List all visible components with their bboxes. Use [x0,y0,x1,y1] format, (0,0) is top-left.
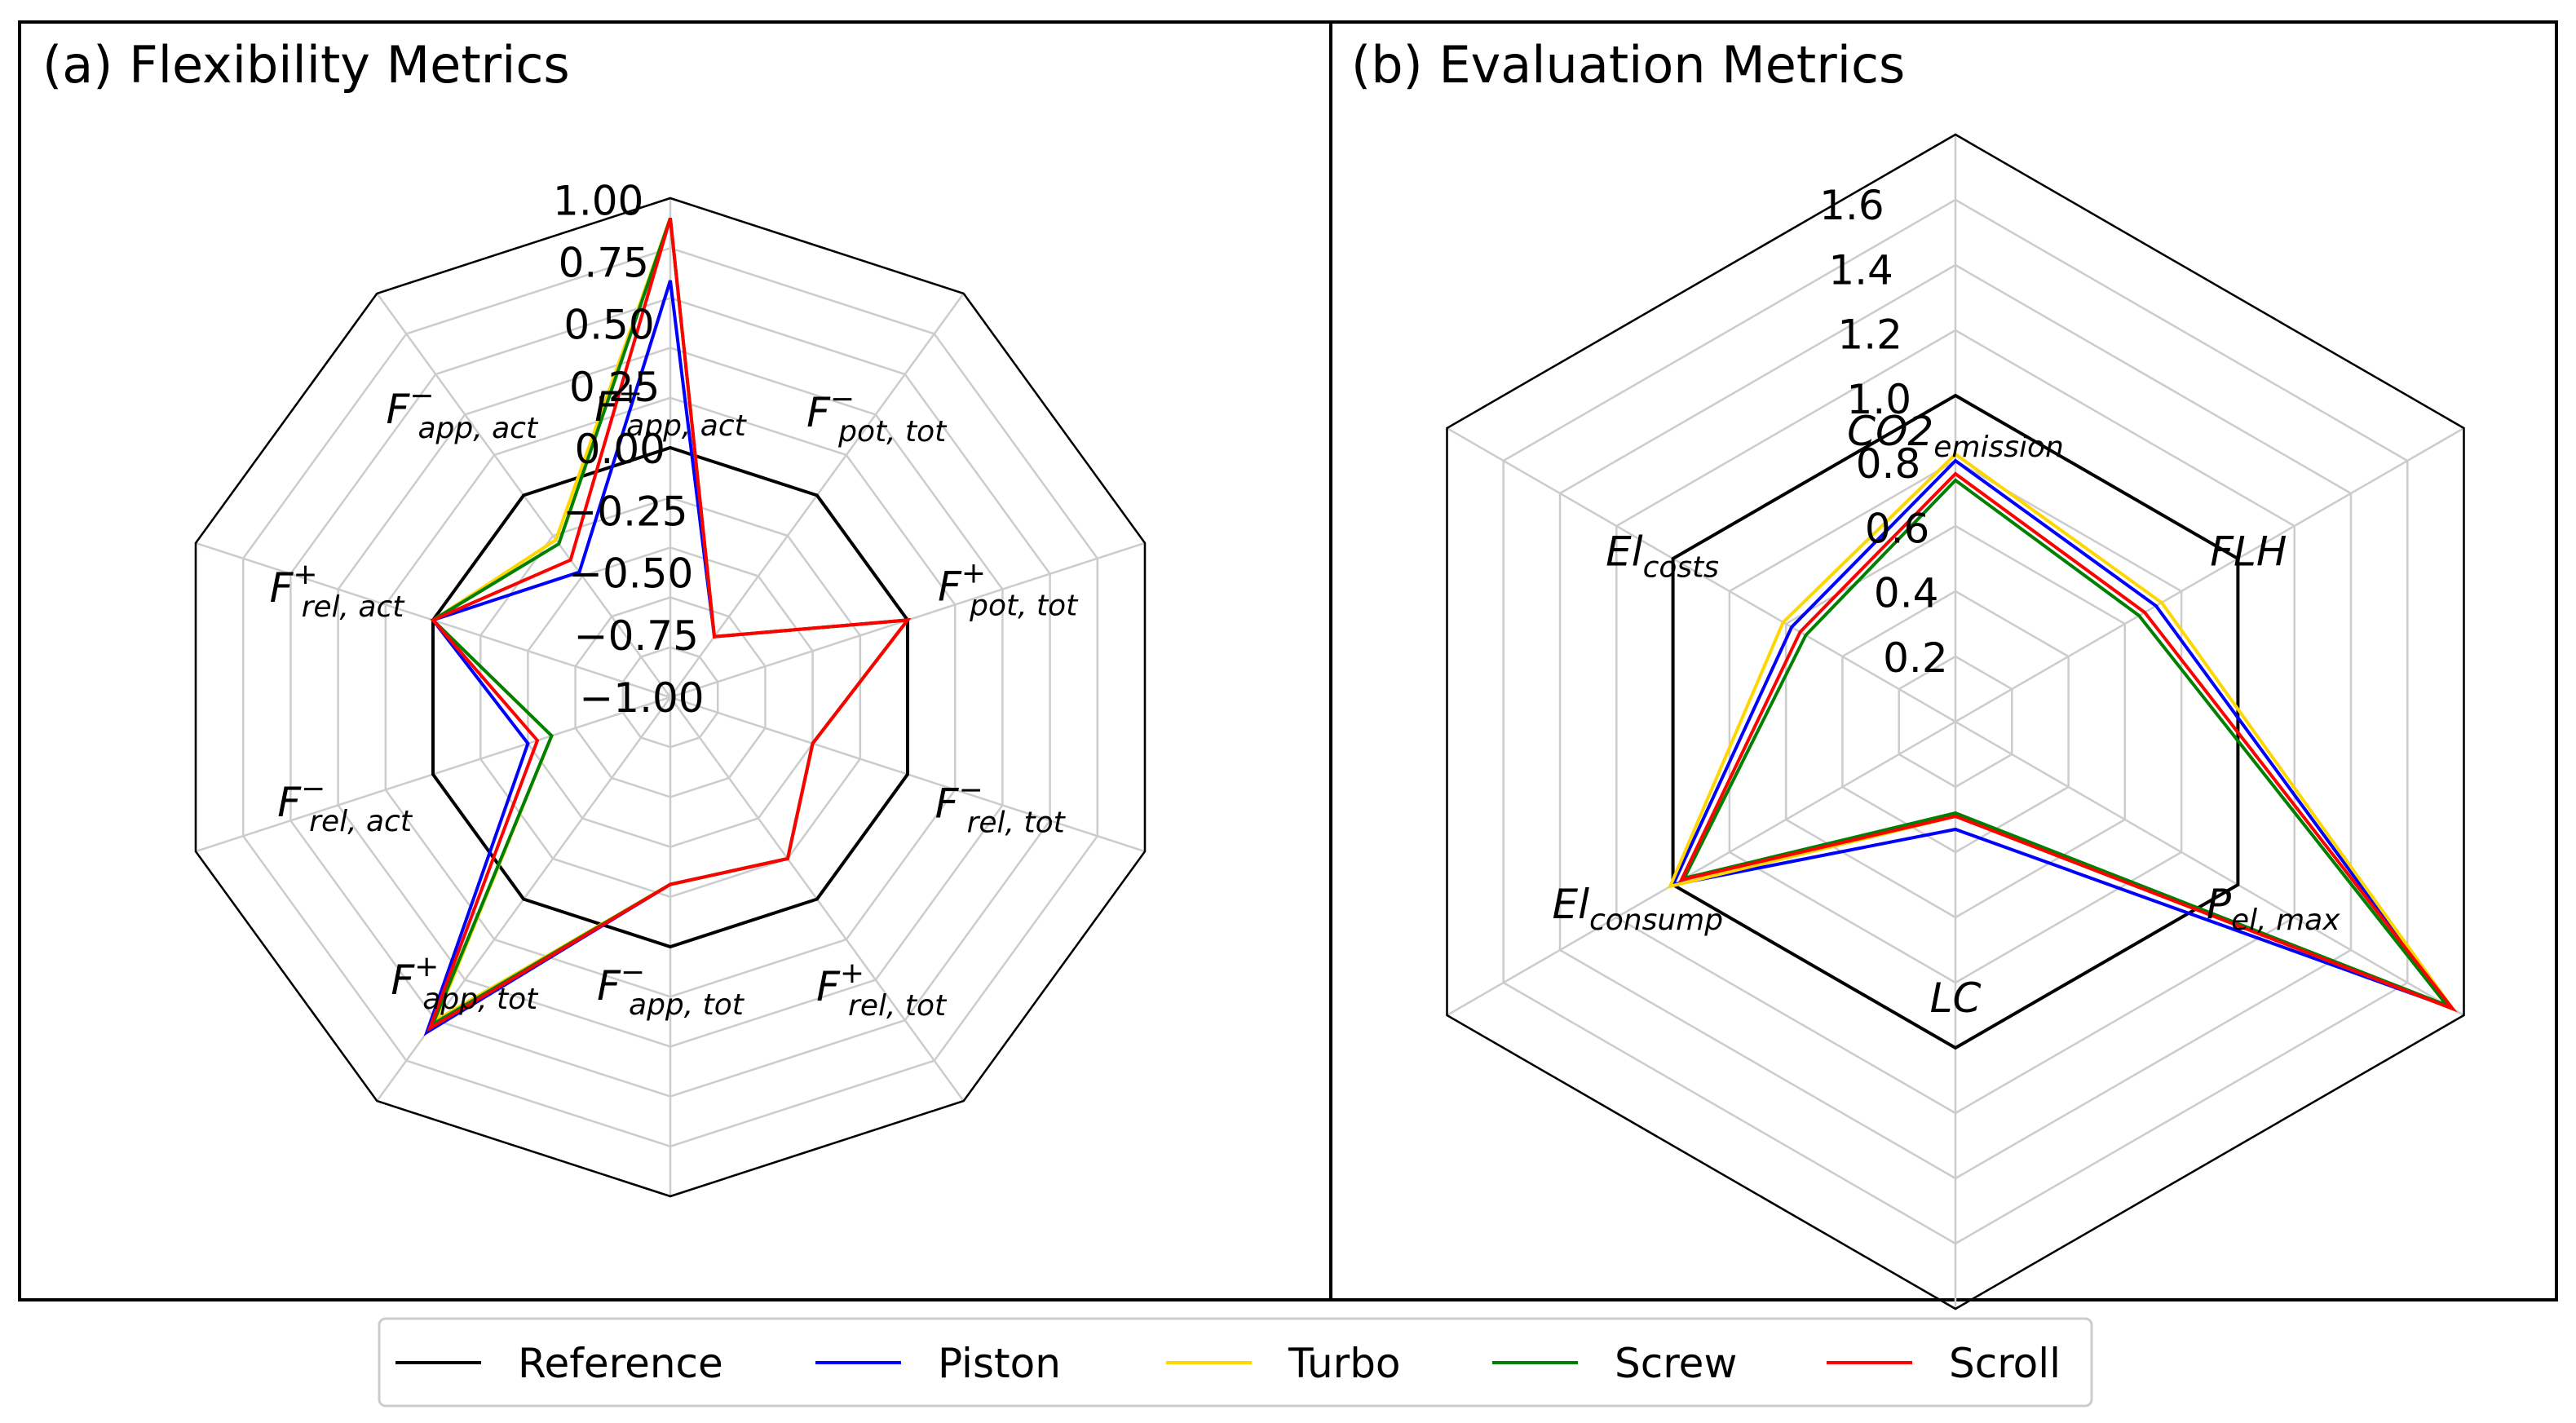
axis-label: Pel, max [2207,881,2340,937]
legend-item-piston: Piston [815,1340,1061,1387]
radial-tick-label: 1.2 [1837,312,1902,359]
series-screw [1681,478,2452,1010]
axis-label: CO2emission [1847,408,2064,464]
legend-label: Reference [518,1340,723,1387]
series-scroll [426,217,912,1032]
outer-frame [1446,133,2465,1310]
legend: Reference Piston Turbo Screw Scroll [378,1317,2093,1408]
radial-tick-label: 0.4 [1874,570,1939,617]
legend-item-scroll: Scroll [1827,1340,2061,1387]
legend-label: Scroll [1949,1340,2061,1387]
legend-label: Turbo [1288,1340,1401,1387]
radial-tick-label: −0.50 [568,550,693,598]
legend-item-turbo: Turbo [1166,1340,1401,1387]
radar-chart-flexibility: −1.00 −0.75 −0.50 −0.25 0.00 0.25 0.50 0.75 1.00… [194,177,1147,1198]
radial-tick-label: 0.25 [569,364,660,411]
axis-label: F+ app, act [594,377,747,443]
panel-b-title: (b) Evaluation Metrics [1351,35,1905,95]
radial-tick-label: 1.0 [1847,376,1912,423]
axis-label: F+ app, tot [391,950,539,1016]
radial-tick-label: −1.00 [579,674,704,722]
legend-item-reference: Reference [395,1340,723,1387]
series-piston [1670,458,2454,1011]
axis-label: F+ pot, tot [938,557,1079,623]
spoke [1446,720,1956,1017]
axis-label: Elconsump [1552,881,1723,937]
axis-label: F− rel, act [277,772,413,838]
axis-label: F− rel, tot [935,773,1067,839]
legend-label: Piston [938,1340,1061,1387]
series-reference [431,445,909,949]
radial-tick-label: 0.75 [559,240,649,287]
radial-tick-label: 0.8 [1856,440,1921,488]
axis-label: F+ rel, act [270,558,406,624]
radial-tick-label: 1.6 [1819,182,1885,229]
axis-label: LC [1930,974,1982,1022]
spoke [1446,426,1956,723]
radial-tick-label: 0.00 [575,426,665,473]
axis-label: F+ rel, tot [816,957,948,1023]
panel-a-frame [18,20,1332,1301]
axis-label: F− app, act [387,379,539,445]
radial-tick-label: 0.6 [1865,505,1930,552]
radial-tick-label: 0.50 [563,302,654,349]
legend-label: Screw [1615,1340,1737,1387]
radial-tick-label: 1.00 [553,177,643,224]
series-reference [1671,393,2240,1050]
panel-b-frame [1329,20,2558,1301]
spoke [1955,720,2465,1017]
axis-label: F− app, tot [597,956,745,1022]
spoke [1955,426,2465,723]
series-scroll [1678,471,2458,1013]
axis-label: FLH [2210,528,2287,576]
radial-tick-label: 0.2 [1883,634,1948,682]
axis-label: F− pot, tot [806,382,948,449]
panel-a-title: (a) Flexibility Metrics [42,35,570,95]
radial-tick-label: −0.25 [563,488,687,535]
radar-chart-evaluation: 0.2 0.4 0.6 0.8 1.0 1.2 1.4 1.6 CO2emission FLH Pe… [1446,133,2465,1310]
radial-tick-label: 1.4 [1828,246,1893,294]
radial-tick-label: −0.75 [574,612,699,660]
legend-item-screw: Screw [1492,1340,1737,1387]
axis-label: Elcosts [1606,528,1719,585]
outer-frame [194,197,1147,1198]
